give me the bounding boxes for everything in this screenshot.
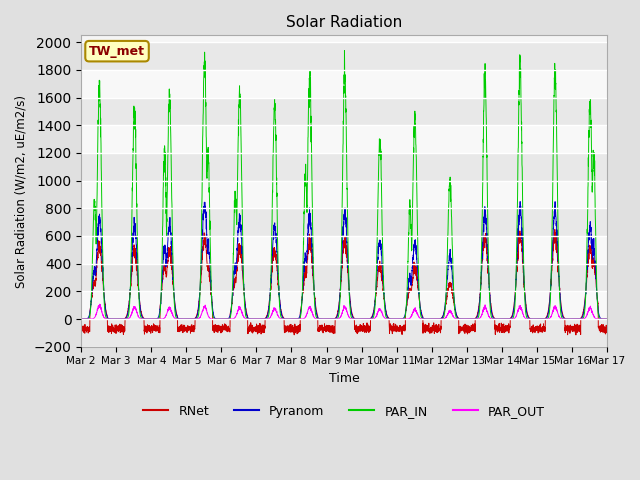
PAR_IN [603, 316, 611, 322]
Line: PAR_OUT: PAR_OUT [81, 304, 607, 319]
PAR_IN [340, 48, 348, 54]
PAR_IN [77, 316, 85, 322]
PAR_OUT [96, 301, 104, 307]
RNet [603, 325, 611, 331]
PAR_OUT [324, 316, 332, 322]
Bar [81, 180, 607, 208]
Bar [81, 153, 607, 180]
PAR_OUT [77, 316, 85, 322]
RNet [433, 329, 440, 335]
Bar [81, 42, 607, 70]
Pyranom [77, 316, 85, 322]
Bar [81, 97, 607, 125]
Line: PAR_IN: PAR_IN [81, 51, 607, 319]
PAR_OUT [603, 316, 611, 322]
RNet [551, 227, 559, 232]
Bar [81, 319, 607, 347]
X-axis label: Time: Time [329, 372, 360, 385]
PAR_IN [603, 316, 611, 322]
Y-axis label: Solar Radiation (W/m2, uE/m2/s): Solar Radiation (W/m2, uE/m2/s) [15, 95, 28, 288]
Bar [81, 208, 607, 236]
PAR_OUT [602, 316, 610, 322]
Pyranom [603, 316, 611, 322]
Pyranom [603, 316, 611, 322]
Legend: RNet, Pyranom, PAR_IN, PAR_OUT: RNet, Pyranom, PAR_IN, PAR_OUT [138, 400, 550, 423]
Bar [81, 291, 607, 319]
Pyranom [428, 316, 436, 322]
PAR_OUT [492, 316, 499, 322]
Pyranom [324, 316, 332, 322]
PAR_IN [172, 313, 179, 319]
Line: Pyranom: Pyranom [81, 202, 607, 319]
Pyranom [433, 316, 440, 322]
Text: TW_met: TW_met [89, 45, 145, 58]
RNet [462, 328, 470, 334]
RNet [603, 325, 611, 331]
Bar [81, 264, 607, 291]
PAR_IN [462, 316, 470, 322]
Pyranom [492, 316, 499, 322]
PAR_OUT [172, 316, 180, 322]
RNet [324, 323, 332, 329]
Title: Solar Radiation: Solar Radiation [286, 15, 402, 30]
RNet [172, 306, 179, 312]
PAR_IN [433, 316, 440, 322]
PAR_IN [428, 316, 436, 322]
RNet [572, 332, 580, 338]
Line: RNet: RNet [81, 229, 607, 335]
Pyranom [516, 199, 524, 204]
Bar [81, 236, 607, 264]
RNet [492, 325, 499, 331]
Bar [81, 70, 607, 97]
PAR_IN [324, 316, 332, 322]
Pyranom [172, 308, 179, 313]
Bar [81, 125, 607, 153]
PAR_IN [492, 316, 499, 322]
RNet [77, 326, 85, 332]
PAR_OUT [433, 316, 440, 322]
Pyranom [462, 316, 470, 322]
PAR_OUT [462, 316, 470, 322]
